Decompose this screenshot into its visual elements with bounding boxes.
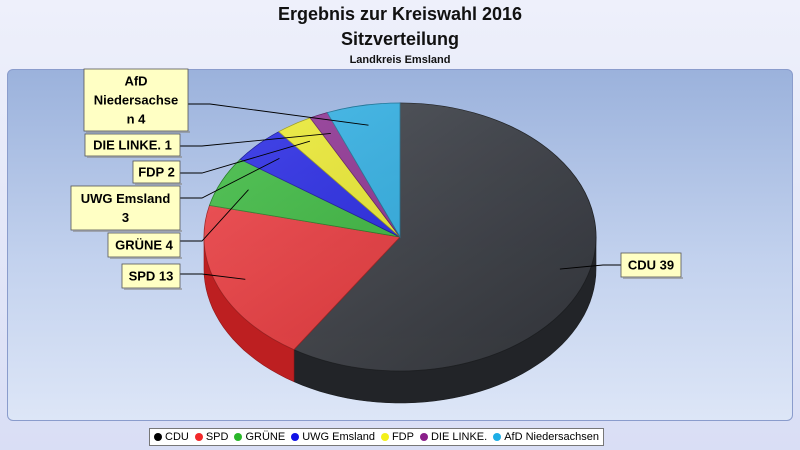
legend-marker [234,433,243,441]
legend-item-cdu: CDU [154,431,189,443]
data-label-die-linke-: DIE LINKE. 1 [84,133,182,158]
data-label-text: n 4 [127,112,147,127]
data-label-uwg-emsland: UWG Emsland 3 [70,185,182,232]
data-label-text: SPD 13 [129,269,174,284]
legend-label: AfD Niedersachsen [504,431,599,443]
data-label-text: Niedersachse [94,93,179,108]
data-label-text: AfD [124,74,147,89]
data-label-gr-ne: GRÜNE 4 [107,232,182,259]
leader-line-fdp [180,140,311,174]
chart-region: Landkreis Emsland [349,54,451,66]
legend-label: GRÜNE [245,431,286,443]
chart-title: Ergebnis zur Kreiswahl 2016 [277,4,523,24]
data-label-text: 3 [122,210,129,225]
leader-line-spd [180,273,246,280]
legend-item-spd: SPD [194,431,229,443]
data-label-text: DIE LINKE. 1 [93,138,172,153]
data-label-spd: SPD 13 [121,263,182,290]
leader-line-afd-niedersachsen [188,103,369,126]
legend-label: FDP [391,431,414,443]
data-label-text: GRÜNE 4 [115,238,174,253]
leader-line-gr-ne [180,189,249,242]
legend-item-fdp: FDP [380,431,414,443]
legend-marker [194,433,203,441]
data-label-text: UWG Emsland [81,191,171,206]
legend-marker [380,433,389,441]
legend-marker [493,433,502,441]
leader-line-cdu [559,264,621,270]
leader-line-die-linke- [180,132,331,147]
data-label-afd-niedersachsen: AfD Niedersachse n 4 [83,68,190,133]
data-label-cdu: CDU 39 [620,252,683,279]
legend-label: UWG Emsland [302,431,375,443]
legend-marker [154,433,162,441]
legend-item-gr-ne: GRÜNE [234,431,285,443]
legend-item-uwg-emsland: UWG Emsland [291,431,375,443]
legend-marker [291,433,300,441]
data-label-text: FDP 2 [138,165,175,180]
data-label-fdp: FDP 2 [132,160,182,185]
data-label-text: CDU 39 [628,258,674,273]
legend: CDU SPD GRÜNE UWG Emsland FDP DIE LINKE. AfD N… [149,428,604,446]
legend-item-afd-niedersachsen: AfD Niedersachsen [493,431,599,443]
legend-label: CDU [165,431,189,443]
legend-item-die-linke-: DIE LINKE. [419,431,488,443]
legend-label: SPD [205,431,229,443]
leader-line-uwg-emsland [180,157,280,199]
legend-marker [419,433,428,441]
chart-subtitle: Sitzverteilung [340,29,460,49]
legend-label: DIE LINKE. [430,431,488,443]
